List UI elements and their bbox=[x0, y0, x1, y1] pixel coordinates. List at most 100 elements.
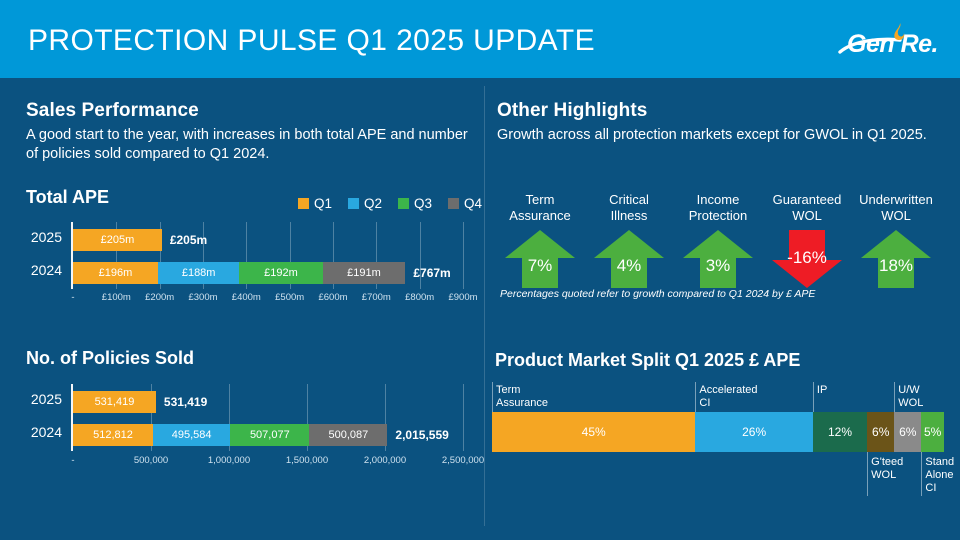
tick-label-1: £100m bbox=[101, 292, 131, 303]
arrow-down-icon bbox=[772, 230, 842, 288]
bar-total-2025: £205m bbox=[169, 233, 208, 247]
arrow-shape-2: 3% bbox=[682, 228, 754, 290]
bar-segment-2024-Q1: 512,812 bbox=[73, 424, 153, 446]
gridline-4 bbox=[246, 222, 248, 289]
product-split-bar: 45% 26% 12% 6% 6% 5% bbox=[492, 412, 944, 452]
split-label-3: G'teed WOL bbox=[871, 456, 904, 481]
ape-category-2024: 2024 bbox=[30, 262, 62, 278]
split-leader-2 bbox=[812, 382, 814, 412]
arrow-column-2: Income Protection 3% bbox=[671, 192, 765, 290]
policies-chart-title: No. of Policies Sold bbox=[26, 348, 195, 368]
sales-performance-subtitle: A good start to the year, with increases… bbox=[26, 127, 468, 162]
logo-flame-icon bbox=[894, 23, 905, 40]
bar-row-2024: 512,812 495,584 507,077 500,087 bbox=[73, 424, 388, 446]
bar-total-2024: £767m bbox=[413, 266, 451, 280]
bar-segment-2024-Q1: £196m bbox=[73, 262, 158, 284]
gridline-2 bbox=[229, 384, 230, 451]
tick-label-0: - bbox=[71, 455, 75, 466]
arrow-shape-3: -16% bbox=[771, 228, 843, 290]
split-leader-1 bbox=[695, 382, 697, 412]
pol-category-2024: 2024 bbox=[30, 424, 62, 440]
split-label-0: Term Assurance bbox=[496, 384, 548, 409]
tick-label-4: £400m bbox=[231, 292, 261, 303]
arrows-footnote: Percentages quoted refer to growth compa… bbox=[500, 288, 816, 300]
bar-row-2024: £196m £188m £192m £191m bbox=[73, 262, 406, 284]
arrow-up-icon bbox=[683, 230, 753, 288]
bar-total-2024: 2,015,559 bbox=[395, 428, 449, 442]
arrow-column-3: Guaranteed WOL -16% bbox=[760, 192, 854, 290]
pol-y-axis bbox=[71, 384, 73, 451]
tick-label-2: 1,000,000 bbox=[207, 455, 251, 466]
tick-label-5: £500m bbox=[275, 292, 305, 303]
tick-label-8: £800m bbox=[405, 292, 435, 303]
legend-item-q3: Q3 bbox=[398, 196, 432, 211]
split-label-5: Stand Alone CI bbox=[925, 456, 955, 494]
bar-row-2025: £205m bbox=[73, 229, 162, 251]
legend-swatch-q2 bbox=[348, 198, 360, 209]
legend-label-q1: Q1 bbox=[314, 196, 333, 211]
split-label-1: Accelerated CI bbox=[699, 384, 758, 409]
gridline-4 bbox=[385, 384, 386, 451]
gridline-7 bbox=[376, 222, 378, 289]
gen-re-logo: Gen Re. bbox=[830, 22, 939, 64]
gridline-9 bbox=[463, 222, 464, 289]
bar-segment-2024-Q4: 500,087 bbox=[309, 424, 388, 446]
ape-category-2025: 2025 bbox=[30, 229, 62, 245]
gridline-3 bbox=[203, 222, 204, 289]
arrow-column-1: Critical Illness 4% bbox=[582, 192, 676, 290]
split-segment-3: 6% bbox=[867, 412, 895, 452]
tick-label-6: £600m bbox=[318, 292, 348, 303]
gridline-6 bbox=[333, 222, 334, 289]
bar-segment-2024-Q3: £192m bbox=[239, 262, 323, 284]
arrow-label-0: Term Assurance bbox=[509, 192, 571, 223]
legend-swatch-q4 bbox=[448, 198, 460, 209]
arrow-label-2: Income Protection bbox=[688, 192, 748, 223]
gridline-5 bbox=[463, 384, 464, 451]
split-label-2: IP bbox=[816, 384, 828, 396]
tick-label-2: £200m bbox=[145, 292, 175, 303]
legend-label-q2: Q2 bbox=[364, 196, 383, 211]
split-segment-5: 5% bbox=[921, 412, 944, 452]
gridline-3 bbox=[307, 384, 308, 451]
arrow-shape-0: 7% bbox=[504, 228, 576, 290]
arrow-value-3: -16% bbox=[787, 248, 827, 267]
other-highlights-heading: Other Highlights bbox=[497, 100, 648, 121]
ape-y-axis bbox=[71, 222, 73, 289]
tick-label-5: 2,500,000 bbox=[441, 455, 485, 466]
product-split-chart-title: Product Market Split Q1 2025 £ APE bbox=[495, 350, 801, 370]
bar-segment-2024-Q2: 495,584 bbox=[152, 424, 231, 446]
legend-item-q4: Q4 bbox=[448, 196, 482, 211]
gridline-2 bbox=[159, 222, 161, 289]
arrow-label-4: Underwritten WOL bbox=[859, 192, 933, 223]
arrow-shape-1: 4% bbox=[593, 228, 665, 290]
tick-label-1: 500,000 bbox=[133, 455, 169, 466]
legend-swatch-q3 bbox=[398, 198, 410, 209]
quarter-legend: Q1 Q2 Q3 Q4 bbox=[298, 196, 482, 211]
arrow-column-0: Term Assurance 7% bbox=[493, 192, 587, 290]
arrow-value-2: 3% bbox=[705, 256, 731, 275]
sales-performance-heading: Sales Performance bbox=[26, 100, 199, 121]
tick-label-7: £700m bbox=[361, 292, 391, 303]
tick-label-4: 2,000,000 bbox=[363, 455, 407, 466]
arrow-up-icon bbox=[861, 230, 931, 288]
split-segment-1: 26% bbox=[695, 412, 813, 452]
arrow-label-1: Critical Illness bbox=[609, 192, 649, 223]
split-segment-4: 6% bbox=[894, 412, 922, 452]
arrow-value-4: 18% bbox=[878, 256, 914, 275]
legend-label-q4: Q4 bbox=[464, 196, 483, 211]
arrow-value-1: 4% bbox=[616, 256, 642, 275]
legend-label-q3: Q3 bbox=[414, 196, 433, 211]
legend-item-q1: Q1 bbox=[298, 196, 332, 211]
split-leader-5 bbox=[921, 452, 923, 496]
split-label-4: U/W WOL bbox=[898, 384, 924, 409]
arrow-up-icon bbox=[505, 230, 575, 288]
arrow-value-0: 7% bbox=[527, 256, 553, 275]
pol-category-2025: 2025 bbox=[30, 391, 62, 407]
gridline-5 bbox=[289, 222, 291, 289]
split-leader-0 bbox=[492, 382, 493, 412]
bar-segment-2024-Q2: £188m bbox=[157, 262, 240, 284]
bar-segment-2024-Q4: £191m bbox=[322, 262, 406, 284]
total-ape-chart-title: Total APE bbox=[26, 187, 110, 207]
bar-segment-2024-Q3: 507,077 bbox=[230, 424, 310, 446]
